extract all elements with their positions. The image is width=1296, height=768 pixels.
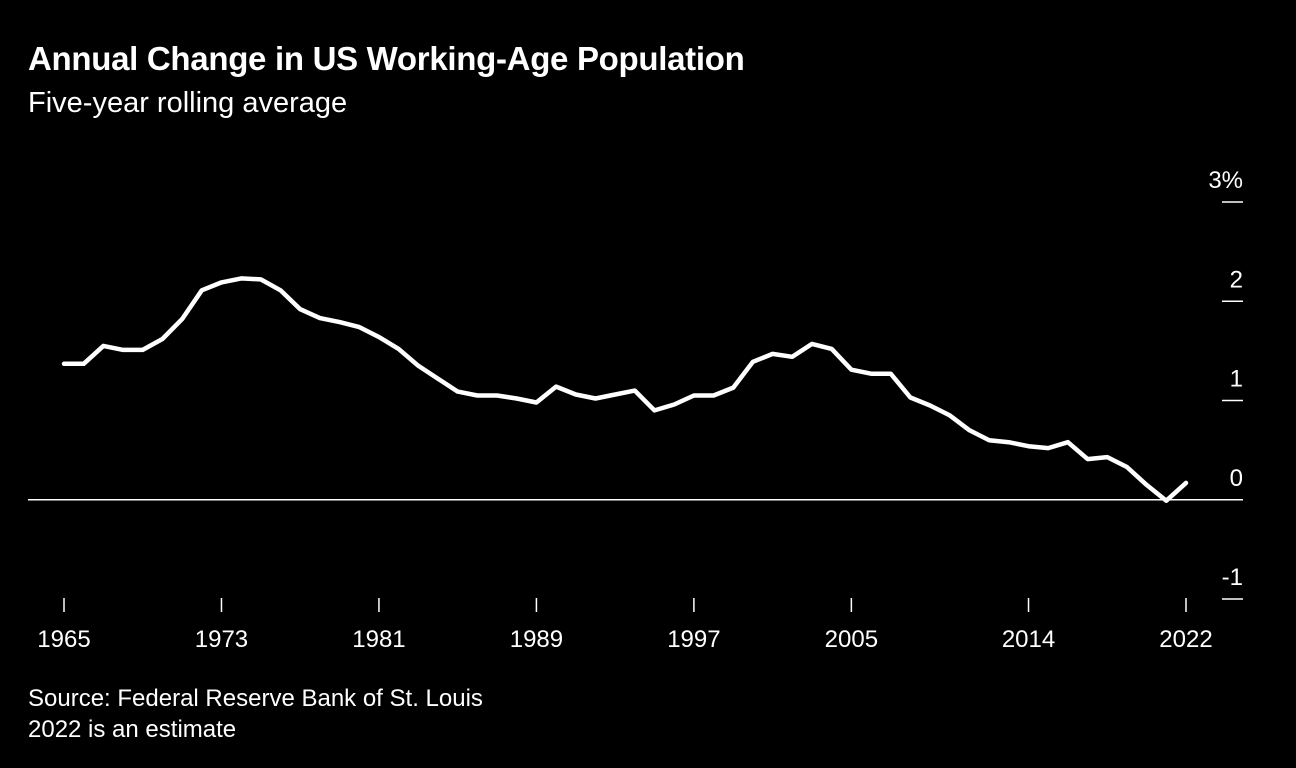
x-axis: 1965 1973 1981 1989 1997 2005 2014 2022 [37,598,1213,653]
x-tick-label: 1965 [37,626,90,653]
chart-footer: Source: Federal Reserve Bank of St. Loui… [28,683,483,745]
x-tick-label: 1973 [195,626,248,653]
x-tick-label: 1989 [510,626,563,653]
chart-subtitle: Five-year rolling average [28,87,348,119]
estimate-note: 2022 is an estimate [28,716,237,743]
y-tick-label: -1 [1222,564,1243,591]
chart-title: Annual Change in US Working-Age Populati… [28,40,745,77]
y-tick-label: 2 [1230,266,1243,293]
x-tick-label: 1997 [667,626,720,653]
x-tick-label: 2014 [1002,626,1055,653]
series-group [61,276,1189,503]
y-tick-label: 3% [1208,167,1243,194]
y-tick-label: 1 [1230,366,1243,393]
x-tick-label: 2005 [825,626,878,653]
source-note: Source: Federal Reserve Bank of St. Loui… [28,685,483,712]
x-tick-label: 2022 [1159,626,1212,653]
series-line [61,276,1189,503]
x-tick-label: 1981 [352,626,405,653]
y-axis: 3% 2 1 0 -1 [1208,167,1243,600]
y-tick-label: 0 [1230,465,1243,492]
